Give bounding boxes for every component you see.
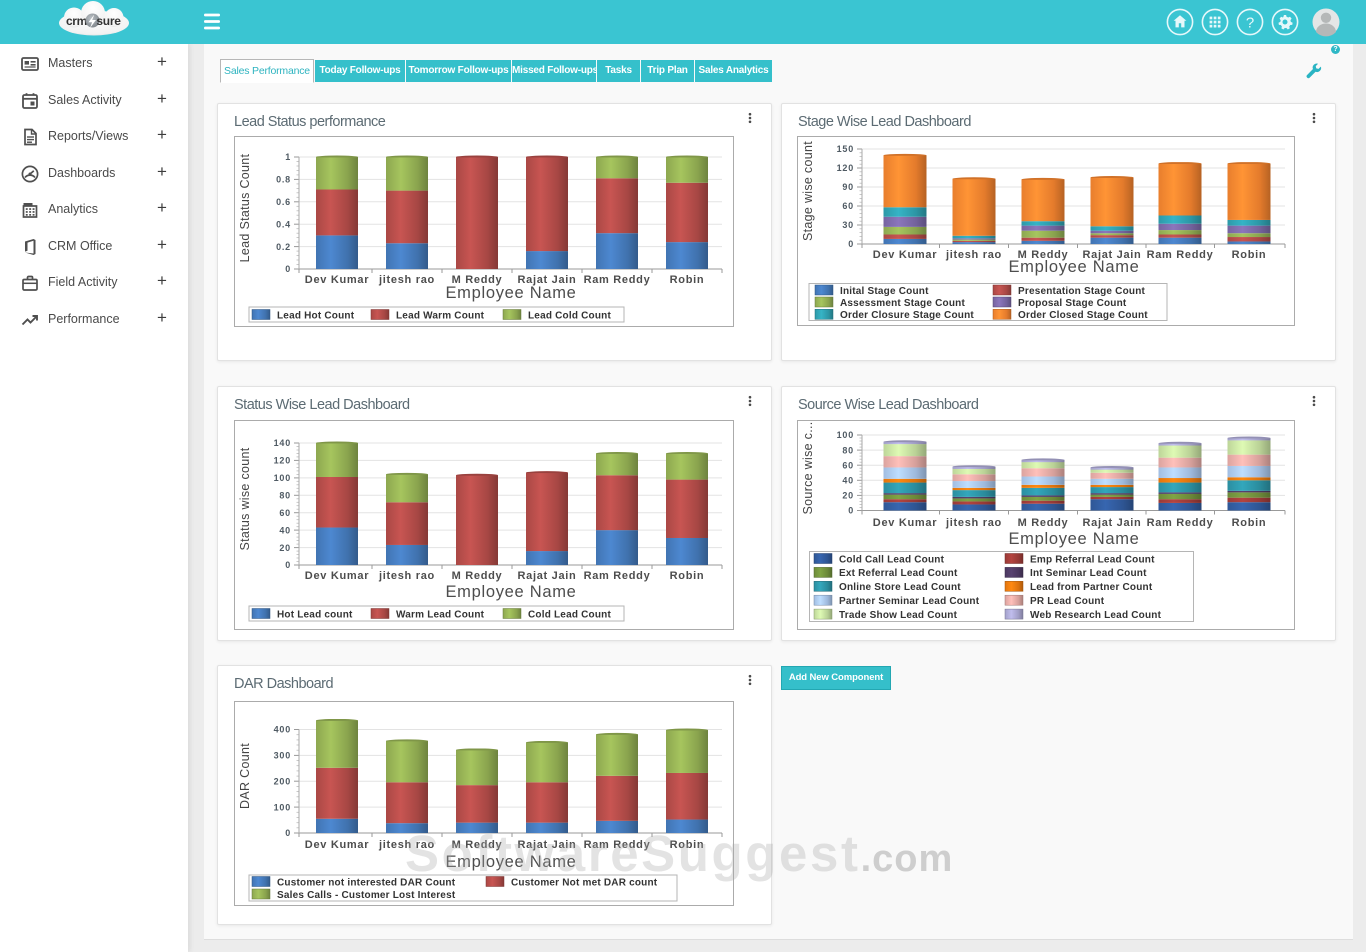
svg-text:150: 150 xyxy=(837,144,854,154)
svg-text:jitesh rao: jitesh rao xyxy=(378,839,435,851)
svg-text:300: 300 xyxy=(274,751,291,761)
svg-text:Employee Name: Employee Name xyxy=(445,853,576,871)
svg-text:Lead Status Count: Lead Status Count xyxy=(238,153,252,262)
svg-text:0: 0 xyxy=(285,264,291,274)
svg-text:0.4: 0.4 xyxy=(276,219,291,229)
svg-text:Lead Hot Count: Lead Hot Count xyxy=(277,310,355,321)
svg-text:Int Seminar Lead Count: Int Seminar Lead Count xyxy=(1030,568,1147,579)
svg-text:Robin: Robin xyxy=(670,570,705,582)
svg-text:100: 100 xyxy=(837,430,854,440)
svg-text:40: 40 xyxy=(842,476,854,486)
svg-text:100: 100 xyxy=(274,473,291,483)
svg-text:Dev Kumar: Dev Kumar xyxy=(873,517,937,529)
svg-text:Lead from Partner Count: Lead from Partner Count xyxy=(1030,582,1153,593)
svg-text:jitesh rao: jitesh rao xyxy=(378,274,435,286)
svg-text:Customer Not met DAR count: Customer Not met DAR count xyxy=(511,877,658,888)
svg-text:M Reddy: M Reddy xyxy=(452,839,503,851)
svg-text:90: 90 xyxy=(842,182,854,192)
svg-text:0.8: 0.8 xyxy=(276,175,291,185)
svg-text:Cold Call Lead Count: Cold Call Lead Count xyxy=(839,554,945,565)
svg-text:M Reddy: M Reddy xyxy=(1018,249,1069,261)
svg-text:DAR Count: DAR Count xyxy=(238,743,252,809)
svg-text:Employee Name: Employee Name xyxy=(445,583,576,601)
svg-text:200: 200 xyxy=(274,777,291,787)
svg-text:Status wise count: Status wise count xyxy=(238,447,252,550)
svg-text:60: 60 xyxy=(842,201,854,211)
svg-text:crm: crm xyxy=(66,14,87,28)
svg-text:Warm Lead Count: Warm Lead Count xyxy=(396,609,485,620)
svg-text:60: 60 xyxy=(842,460,854,470)
svg-text:Stage wise count: Stage wise count xyxy=(801,141,815,241)
svg-text:PR Lead Count: PR Lead Count xyxy=(1030,596,1105,607)
svg-text:Rajat Jain: Rajat Jain xyxy=(1083,249,1142,261)
svg-text:Dev Kumar: Dev Kumar xyxy=(305,274,369,286)
svg-text:Ram Reddy: Ram Reddy xyxy=(584,839,651,851)
svg-text:80: 80 xyxy=(279,491,291,501)
svg-text:Cold Lead Count: Cold Lead Count xyxy=(528,609,611,620)
svg-text:Web Research Lead Count: Web Research Lead Count xyxy=(1030,610,1162,621)
svg-text:Ram Reddy: Ram Reddy xyxy=(584,570,651,582)
svg-text:Inital Stage Count: Inital Stage Count xyxy=(840,286,929,297)
svg-text:M Reddy: M Reddy xyxy=(1018,517,1069,529)
svg-text:120: 120 xyxy=(274,456,291,466)
svg-text:jitesh rao: jitesh rao xyxy=(378,570,435,582)
svg-text:Robin: Robin xyxy=(1232,249,1267,261)
svg-text:120: 120 xyxy=(837,163,854,173)
svg-text:Assessment Stage Count: Assessment Stage Count xyxy=(840,298,965,309)
svg-text:M Reddy: M Reddy xyxy=(452,274,503,286)
svg-text:60: 60 xyxy=(279,508,291,518)
svg-text:Trade Show Lead Count: Trade Show Lead Count xyxy=(839,610,958,621)
svg-text:Order Closed Stage Count: Order Closed Stage Count xyxy=(1018,310,1148,321)
svg-text:Proposal Stage Count: Proposal Stage Count xyxy=(1018,298,1127,309)
svg-text:Sales Calls - Customer Lost In: Sales Calls - Customer Lost Interest xyxy=(277,890,456,901)
svg-text:Lead Cold Count: Lead Cold Count xyxy=(528,310,611,321)
svg-text:jitesh rao: jitesh rao xyxy=(945,517,1002,529)
svg-text:Source wise c...: Source wise c... xyxy=(801,421,815,514)
svg-text:0: 0 xyxy=(285,828,291,838)
svg-text:140: 140 xyxy=(274,438,291,448)
svg-text:M Reddy: M Reddy xyxy=(452,570,503,582)
svg-text:Customer not interested DAR Co: Customer not interested DAR Count xyxy=(277,877,456,888)
svg-text:30: 30 xyxy=(842,220,854,230)
svg-text:20: 20 xyxy=(279,543,291,553)
svg-text:0: 0 xyxy=(285,560,291,570)
svg-text:Employee Name: Employee Name xyxy=(1008,530,1139,548)
svg-text:1: 1 xyxy=(285,152,291,162)
svg-text:40: 40 xyxy=(279,525,291,535)
svg-text:Partner Seminar Lead Count: Partner Seminar Lead Count xyxy=(839,596,980,607)
svg-text:Employee Name: Employee Name xyxy=(1008,258,1139,276)
svg-text:Robin: Robin xyxy=(670,839,705,851)
svg-text:Rajat Jain: Rajat Jain xyxy=(518,570,577,582)
svg-text:Emp Referral Lead Count: Emp Referral Lead Count xyxy=(1030,554,1155,565)
svg-text:Robin: Robin xyxy=(1232,517,1267,529)
svg-text:jitesh rao: jitesh rao xyxy=(945,249,1002,261)
svg-text:0.6: 0.6 xyxy=(276,197,291,207)
svg-text:Ram Reddy: Ram Reddy xyxy=(1147,249,1214,261)
svg-text:?: ? xyxy=(1246,14,1254,31)
svg-text:0: 0 xyxy=(848,506,854,516)
svg-text:Rajat Jain: Rajat Jain xyxy=(1083,517,1142,529)
svg-text:Presentation Stage Count: Presentation Stage Count xyxy=(1018,286,1146,297)
svg-text:Rajat Jain: Rajat Jain xyxy=(518,839,577,851)
svg-text:Order Closure Stage Count: Order Closure Stage Count xyxy=(840,310,974,321)
svg-text:Robin: Robin xyxy=(670,274,705,286)
svg-text:100: 100 xyxy=(274,802,291,812)
svg-text:Ram Reddy: Ram Reddy xyxy=(1147,517,1214,529)
svg-text:Dev Kumar: Dev Kumar xyxy=(305,570,369,582)
svg-text:Lead Warm Count: Lead Warm Count xyxy=(396,310,485,321)
svg-text:80: 80 xyxy=(842,445,854,455)
svg-text:Employee Name: Employee Name xyxy=(445,284,576,302)
svg-text:0: 0 xyxy=(848,239,854,249)
svg-text:0.2: 0.2 xyxy=(276,242,291,252)
svg-text:400: 400 xyxy=(274,725,291,735)
svg-text:Online Store Lead Count: Online Store Lead Count xyxy=(839,582,961,593)
svg-text:Dev Kumar: Dev Kumar xyxy=(305,839,369,851)
svg-text:Ram Reddy: Ram Reddy xyxy=(584,274,651,286)
svg-text:Ext Referral Lead Count: Ext Referral Lead Count xyxy=(839,568,958,579)
svg-text:Hot Lead count: Hot Lead count xyxy=(277,609,353,620)
svg-text:20: 20 xyxy=(842,491,854,501)
svg-text:Rajat Jain: Rajat Jain xyxy=(518,274,577,286)
svg-text:Dev Kumar: Dev Kumar xyxy=(873,249,937,261)
svg-text:sure: sure xyxy=(96,14,121,28)
